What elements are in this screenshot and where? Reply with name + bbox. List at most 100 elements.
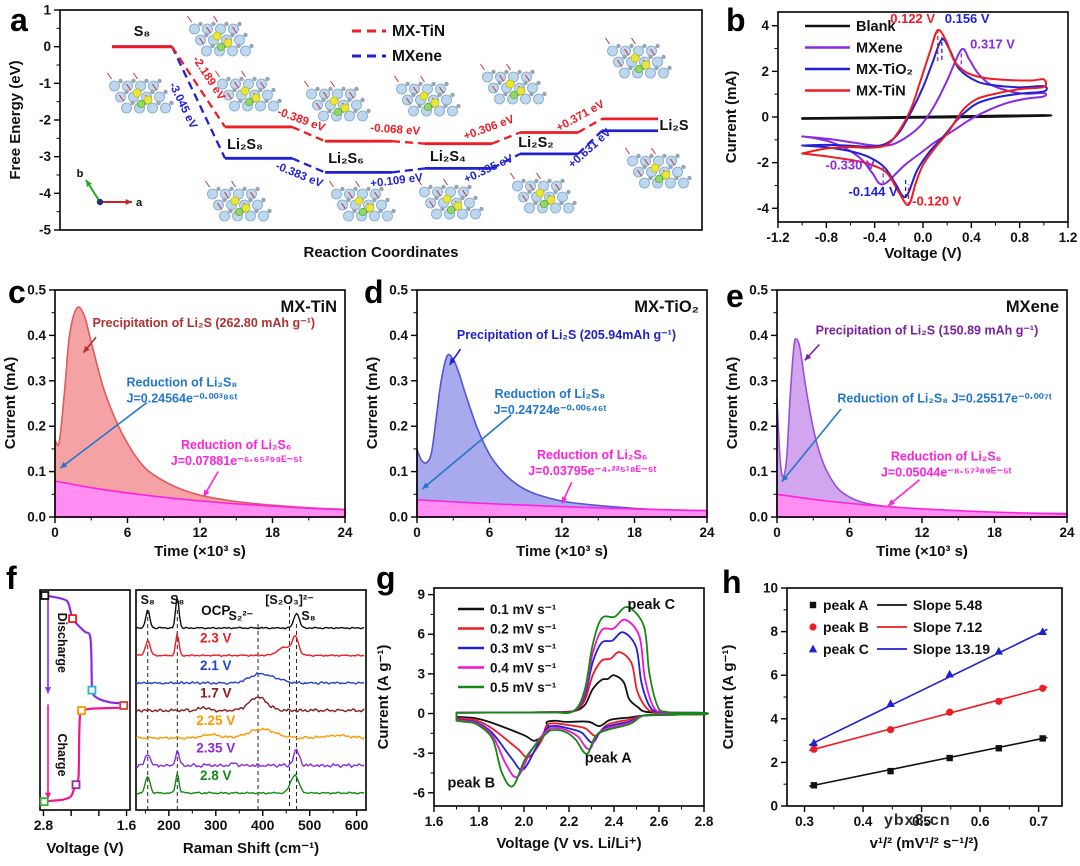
atom-circle	[553, 189, 558, 195]
atom-circle	[360, 97, 365, 103]
energy-transition-line	[391, 167, 426, 174]
y-tick-label: 0.1	[389, 464, 408, 479]
annotation-arrow-head	[44, 687, 52, 694]
data-point-triangle	[1038, 627, 1047, 635]
x-tick-label: 1.2	[1059, 230, 1078, 245]
atom-circle	[376, 199, 387, 211]
atom-circle	[228, 208, 233, 214]
species-label: S₈	[134, 24, 150, 40]
annotation-text: J=0.24724e⁻⁰·⁰⁰⁶⁴⁶ᵗ	[494, 403, 607, 417]
atom-circle	[672, 166, 683, 178]
axes-frame	[135, 589, 367, 811]
peak-voltage-label: -0.330 V	[826, 158, 875, 173]
panel-b-chart: -1.2 -0.8 -0.4 0.0 0.4 0.8 1.2 -4 -2 0 2 4 Voltage (…	[723, 11, 1078, 262]
atom-circle	[491, 69, 496, 75]
atom-circle	[628, 65, 633, 71]
peak-voltage-label: 0.122 V	[890, 11, 935, 26]
fit-line	[809, 686, 1048, 752]
energy-transition-line	[391, 140, 426, 145]
data-point-triangle	[886, 699, 895, 707]
atom-circle	[347, 97, 352, 103]
atom-circle	[418, 81, 423, 87]
y-axis-label: Current (mA)	[364, 357, 381, 450]
charge-curve	[43, 706, 125, 803]
axes-frame	[39, 589, 131, 811]
y-tick-label: 0.1	[27, 464, 46, 479]
atom-circle	[353, 186, 358, 192]
sulfur-atom-circle	[546, 195, 556, 205]
energy-value-label: +0.371 eV	[555, 98, 607, 134]
slope-label: Slope 5.48	[913, 597, 982, 613]
y-axis-label: Current (mA)	[723, 71, 740, 164]
slope-label: Slope 13.19	[913, 641, 990, 657]
atom-circle	[473, 195, 478, 201]
annotation-arrow-head	[83, 345, 90, 353]
y-tick-label: 6	[417, 627, 425, 642]
panel-e-chart: 0 6 12 18 24 0.0 0.1 0.2 0.3 0.4 0.5 Time (×10³ s) C…	[724, 283, 1075, 561]
sulfur-atom-circle	[340, 103, 350, 113]
energy-transition-line	[577, 129, 603, 155]
sulfur-atom-circle	[241, 203, 251, 213]
bond-line	[420, 75, 425, 83]
panel-letter-c: c	[8, 274, 26, 310]
atom-circle	[306, 88, 317, 100]
voltage-state-marker	[87, 685, 97, 695]
annotation-text: Reduction of Li₂S₆	[537, 448, 648, 462]
panel-title: MXene	[1006, 298, 1059, 316]
lithium-atom-circle	[244, 97, 254, 107]
x-tick-label: 18	[265, 525, 281, 540]
raman-spectrum-2-1-v	[135, 671, 365, 686]
bond-line	[349, 91, 354, 99]
bond-line	[224, 191, 229, 199]
x-tick-label: -0.4	[863, 230, 887, 245]
panel-b: -1.2 -0.8 -0.4 0.0 0.4 0.8 1.2 -4 -2 0 2 4 Voltage (…	[720, 0, 1080, 268]
atom-circle	[629, 43, 634, 49]
bond-line	[670, 158, 675, 166]
atom-circle	[662, 153, 667, 159]
atom-circle	[675, 153, 680, 159]
bond-line	[480, 63, 485, 71]
atom-circle	[321, 97, 326, 103]
y-tick-label: 0.0	[389, 510, 408, 525]
bond-line	[522, 194, 527, 202]
x-tick-label: 12	[554, 525, 569, 540]
legend-label: 0.4 mV s⁻¹	[490, 661, 557, 676]
atom-circle	[219, 210, 230, 222]
atom-circle	[457, 208, 468, 220]
bond-line	[231, 180, 236, 188]
x-tick-label: 0.8	[1010, 230, 1029, 245]
atom-circle	[207, 188, 218, 200]
watermark-text: ybx8.cn	[884, 812, 951, 829]
axis-b-label: b	[77, 168, 84, 180]
x-tick-label: 24	[337, 525, 353, 540]
atom-circle	[658, 67, 669, 79]
legend-label: MXene	[856, 41, 903, 57]
bond-line	[510, 172, 515, 180]
bond-line	[529, 183, 534, 191]
atom-circle	[211, 21, 216, 27]
lithium-atom-circle	[634, 64, 644, 74]
x-tick-label: 12	[192, 525, 207, 540]
x-tick-label: 0.7	[1029, 814, 1048, 829]
axis-c-dot	[96, 198, 104, 206]
data-point-circle	[1039, 684, 1047, 692]
atom-circle	[268, 100, 279, 112]
lithium-atom-circle	[234, 207, 244, 217]
annotation-arrow-head	[804, 353, 812, 361]
species-label: Li₂S₄	[430, 149, 466, 165]
panel-letter-a: a	[10, 2, 28, 38]
atom-circle	[566, 189, 571, 195]
energy-transition-line	[170, 46, 227, 159]
atom-circle	[346, 197, 351, 203]
annotation-text: Precipitation of Li₂S (262.80 mAh g⁻¹)	[92, 316, 315, 330]
atom-circle	[245, 210, 256, 222]
panel-letter-b: b	[726, 2, 746, 38]
x-axis-label: Voltage (V)	[46, 840, 123, 857]
atom-circle	[351, 99, 362, 111]
annotation-arrow-line	[59, 401, 148, 469]
sulfur-atom-circle	[354, 196, 364, 206]
atom-circle	[240, 45, 251, 57]
data-point-circle	[809, 623, 817, 631]
atom-circle	[616, 43, 621, 49]
molecule-structure-icon	[394, 75, 461, 117]
